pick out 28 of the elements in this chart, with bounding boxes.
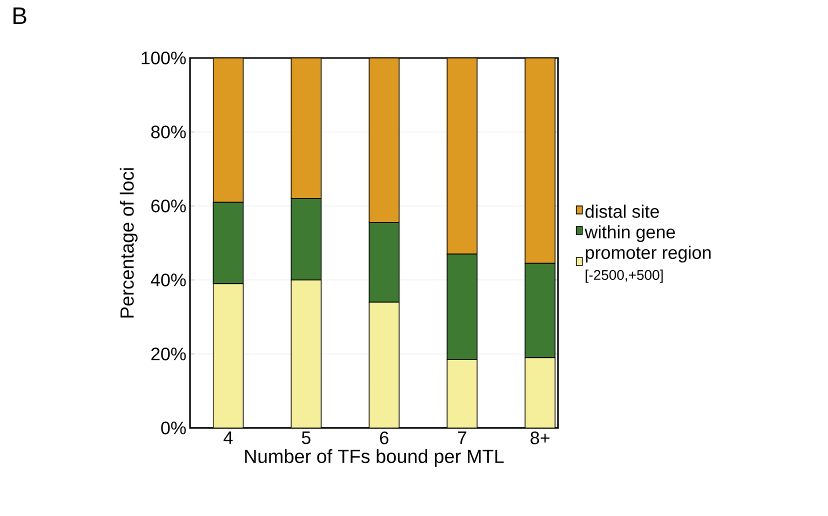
text: [-2500,+500] — [586, 270, 663, 283]
bar — [290, 58, 322, 199]
x-tick-label: 4 — [224, 432, 233, 444]
x-tick-label: 7 — [458, 432, 466, 444]
legend-label: promoter region — [586, 246, 711, 263]
bar — [446, 58, 478, 254]
bar — [368, 302, 400, 428]
y-tick-label: 80% — [151, 126, 186, 138]
x-tick-label: 8+ — [530, 432, 550, 444]
x-tick-label: 6 — [380, 432, 388, 444]
y-tick-label: 20% — [151, 348, 186, 360]
bar — [212, 283, 244, 428]
x-tick-label: 5 — [302, 432, 310, 444]
y-tick-label: 40% — [150, 274, 186, 286]
y-tick-label: 60% — [151, 200, 186, 212]
bar — [290, 280, 322, 428]
x-axis-title: Number of TFs bound per MTL — [245, 449, 504, 467]
legend-label: distal site — [585, 204, 659, 218]
bar — [212, 58, 244, 203]
bar — [368, 58, 400, 224]
legend-label: within gene — [584, 225, 675, 242]
bar — [446, 359, 478, 428]
y-tick-label: 100% — [142, 52, 186, 64]
y-axis-title: Percentage of loci — [120, 168, 138, 318]
bar — [524, 357, 556, 428]
y-tick-label: 0% — [161, 422, 186, 434]
bar — [524, 58, 556, 264]
chart-title: B — [14, 8, 26, 24]
